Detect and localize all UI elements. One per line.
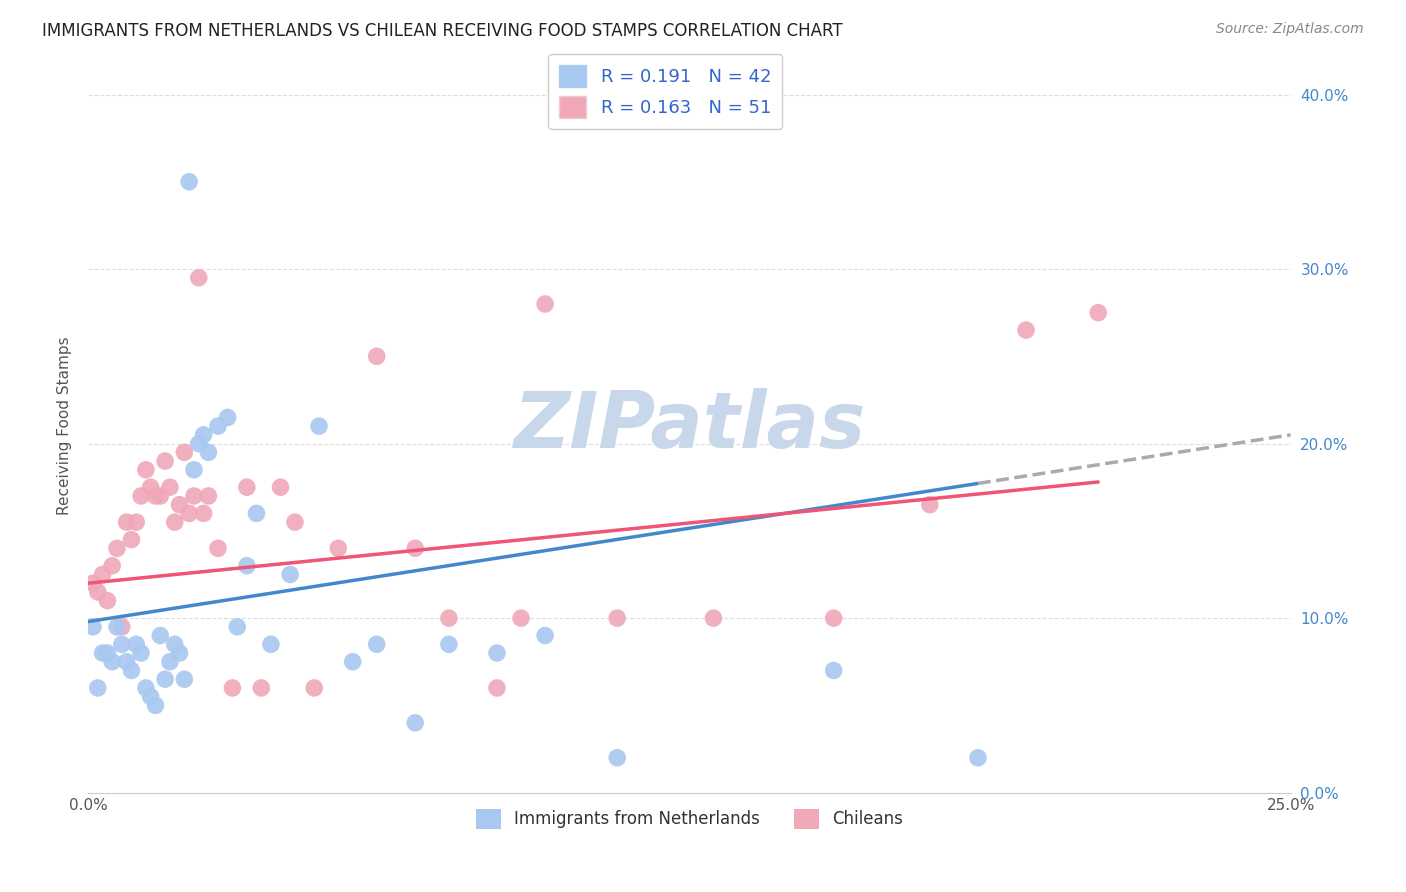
Point: [534, 629, 557, 643]
Point: [87, 585, 110, 599]
Point: [342, 655, 364, 669]
Point: [125, 515, 148, 529]
Point: [207, 541, 229, 556]
Point: [120, 664, 142, 678]
Point: [169, 646, 191, 660]
Point: [236, 480, 259, 494]
Point: [437, 611, 460, 625]
Point: [702, 611, 724, 625]
Point: [823, 664, 845, 678]
Legend: Immigrants from Netherlands, Chileans: Immigrants from Netherlands, Chileans: [470, 802, 910, 836]
Point: [183, 489, 205, 503]
Point: [183, 463, 205, 477]
Point: [101, 558, 124, 573]
Point: [193, 428, 215, 442]
Point: [96, 593, 118, 607]
Point: [221, 681, 243, 695]
Point: [115, 515, 138, 529]
Text: IMMIGRANTS FROM NETHERLANDS VS CHILEAN RECEIVING FOOD STAMPS CORRELATION CHART: IMMIGRANTS FROM NETHERLANDS VS CHILEAN R…: [42, 22, 842, 40]
Text: Source: ZipAtlas.com: Source: ZipAtlas.com: [1216, 22, 1364, 37]
Point: [120, 533, 142, 547]
Point: [149, 489, 172, 503]
Point: [153, 454, 176, 468]
Point: [226, 620, 249, 634]
Point: [967, 750, 990, 764]
Point: [115, 655, 138, 669]
Point: [284, 515, 307, 529]
Point: [278, 567, 301, 582]
Point: [404, 541, 426, 556]
Point: [606, 611, 628, 625]
Point: [91, 646, 114, 660]
Point: [139, 480, 162, 494]
Point: [250, 681, 273, 695]
Point: [159, 655, 181, 669]
Point: [145, 489, 167, 503]
Point: [197, 445, 219, 459]
Point: [179, 175, 201, 189]
Point: [1087, 306, 1109, 320]
Point: [135, 681, 157, 695]
Point: [437, 637, 460, 651]
Point: [187, 270, 209, 285]
Point: [153, 672, 176, 686]
Point: [606, 750, 628, 764]
Point: [173, 445, 195, 459]
Point: [366, 637, 388, 651]
Y-axis label: Receiving Food Stamps: Receiving Food Stamps: [58, 337, 72, 516]
Point: [159, 480, 181, 494]
Point: [485, 681, 508, 695]
Point: [129, 489, 152, 503]
Point: [328, 541, 350, 556]
Point: [193, 507, 215, 521]
Point: [145, 698, 167, 713]
Point: [217, 410, 239, 425]
Point: [179, 507, 201, 521]
Point: [125, 637, 148, 651]
Point: [87, 681, 110, 695]
Point: [918, 498, 941, 512]
Point: [485, 646, 508, 660]
Point: [1015, 323, 1038, 337]
Point: [302, 681, 325, 695]
Point: [139, 690, 162, 704]
Point: [173, 672, 195, 686]
Point: [96, 646, 118, 660]
Point: [91, 567, 114, 582]
Point: [169, 498, 191, 512]
Point: [270, 480, 292, 494]
Point: [129, 646, 152, 660]
Point: [404, 715, 426, 730]
Point: [823, 611, 845, 625]
Point: [135, 463, 157, 477]
Point: [149, 629, 172, 643]
Point: [207, 419, 229, 434]
Point: [101, 655, 124, 669]
Point: [260, 637, 283, 651]
Point: [163, 515, 186, 529]
Point: [111, 637, 134, 651]
Point: [111, 620, 134, 634]
Point: [308, 419, 330, 434]
Text: ZIPatlas: ZIPatlas: [513, 388, 866, 464]
Point: [245, 507, 267, 521]
Point: [510, 611, 533, 625]
Point: [534, 297, 557, 311]
Point: [105, 620, 128, 634]
Point: [187, 436, 209, 450]
Point: [366, 349, 388, 363]
Point: [82, 576, 104, 591]
Point: [105, 541, 128, 556]
Point: [236, 558, 259, 573]
Point: [163, 637, 186, 651]
Point: [197, 489, 219, 503]
Point: [82, 620, 104, 634]
